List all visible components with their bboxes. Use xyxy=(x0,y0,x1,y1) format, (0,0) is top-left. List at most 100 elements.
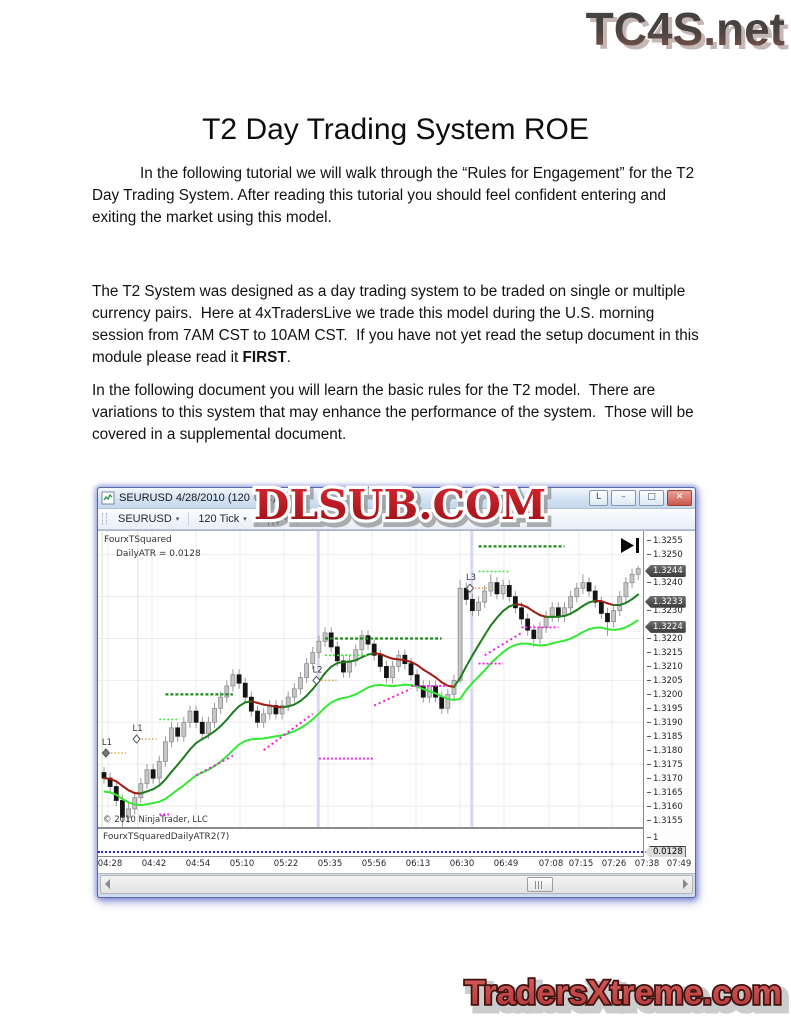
price-axis-tick: 1.3230 xyxy=(647,606,683,616)
chart-style-dropdown[interactable]: ▾ xyxy=(261,512,293,527)
candles xyxy=(101,565,641,827)
price-axis-tick: 1.3240 xyxy=(647,578,683,588)
interval-dropdown[interactable]: 120 Tick ▾ xyxy=(193,512,251,526)
panel-divider[interactable] xyxy=(98,827,643,829)
price-axis-tick: 1.3190 xyxy=(647,718,683,728)
svg-text:L3: L3 xyxy=(466,573,476,583)
price-axis[interactable]: 1 0.0128 1.3255 1.3250 1.3240 1.3230 1.3220 1… xyxy=(643,531,695,858)
drawing-tool-dropdown[interactable]: ✎ ▾ xyxy=(301,511,329,527)
time-axis-tick: 06:30 xyxy=(449,859,475,869)
window-titlebar[interactable]: SEURUSD 4/28/2010 (120 Tick) L – □ ✕ xyxy=(98,488,695,509)
target-levels xyxy=(159,545,565,816)
time-axis-tick: 07:26 xyxy=(601,859,627,869)
interval-label: 120 Tick xyxy=(198,513,240,525)
chevron-down-icon: ▾ xyxy=(320,516,324,523)
time-axis-tick: 04:42 xyxy=(141,859,167,869)
close-button[interactable]: ✕ xyxy=(667,490,692,506)
price-axis-tick: 1.3185 xyxy=(647,732,683,742)
copyright-label: © 2010 NinjaTrader, LLC xyxy=(103,815,208,825)
price-axis-tick: 1.3165 xyxy=(647,788,683,798)
ma-fast-line xyxy=(103,619,639,807)
atr-indicator-line xyxy=(98,851,643,853)
tradersxtreme-glow: TradersXtreme.com xyxy=(469,979,787,1017)
ma-slow-line xyxy=(103,593,640,795)
price-chart-canvas[interactable]: L1 L1 L2 L3 xyxy=(98,531,643,827)
chart-region: L1 L1 L2 L3 FourxTSquared DailyATR = 0.0128… xyxy=(98,530,695,858)
ninjatrader-window: SEURUSD 4/28/2010 (120 Tick) L – □ ✕ SEU… xyxy=(97,487,696,898)
thumb-grip-icon xyxy=(535,880,545,889)
price-axis-tick: 1.3215 xyxy=(647,648,683,658)
chart-window-icon xyxy=(101,491,115,505)
time-axis-tick: 07:49 xyxy=(666,859,692,869)
horizontal-scrollbar[interactable] xyxy=(100,875,693,894)
svg-text:L1: L1 xyxy=(102,738,112,748)
atr-axis-tick: 1 xyxy=(647,833,658,843)
tc4s-logo-shadow: TC4S.net xyxy=(590,7,789,58)
price-axis-tick: 1.3255 xyxy=(647,536,683,546)
tc4s-logo-text: TC4S.net xyxy=(586,3,785,55)
paragraph-rules: In the following document you will learn… xyxy=(92,382,698,443)
toolbar-grip[interactable] xyxy=(102,513,107,525)
plot-column: L1 L1 L2 L3 FourxTSquared DailyATR = 0.0128… xyxy=(98,531,643,857)
price-tag: 1.3244 xyxy=(645,564,686,577)
paragraph-system-text: The T2 System was designed as a day trad… xyxy=(92,283,704,366)
price-tag: 1.3233 xyxy=(645,595,686,608)
price-axis-tick: 1.3180 xyxy=(647,746,683,756)
time-axis-tick: 04:28 xyxy=(97,859,123,869)
time-axis-tick: 07:38 xyxy=(634,859,660,869)
time-axis-tick: 05:10 xyxy=(229,859,255,869)
toolbar-separator xyxy=(255,512,257,526)
tc4s-logo: TC4S.net TC4S.net xyxy=(586,3,789,58)
price-axis-tick: 1.3170 xyxy=(647,774,683,784)
price-axis-tick: 1.3160 xyxy=(647,802,683,812)
price-axis-tick: 1.3220 xyxy=(647,634,683,644)
restore-button[interactable]: □ xyxy=(639,490,664,506)
link-button[interactable]: L xyxy=(589,490,608,506)
atr-panel: FourxTSquaredDailyATR2(7) xyxy=(98,829,643,857)
scroll-left-arrow-icon[interactable] xyxy=(105,879,110,889)
time-axis-tick: 07:15 xyxy=(568,859,594,869)
chevron-down-icon: ▾ xyxy=(175,516,180,523)
toolbar-separator xyxy=(188,512,190,526)
indicator-label-2: DailyATR = 0.0128 xyxy=(116,549,201,559)
toolbar-separator xyxy=(296,512,298,526)
price-axis-tick: 1.3210 xyxy=(647,662,683,672)
window-title: SEURUSD 4/28/2010 (120 Tick) xyxy=(119,492,277,504)
price-axis-tick: 1.3200 xyxy=(647,690,683,700)
price-axis-tick: 1.3155 xyxy=(647,816,683,826)
tradersxtreme-logo: TradersXtreme.com TradersXtreme.com xyxy=(463,972,790,1021)
svg-text:L2: L2 xyxy=(312,665,322,675)
pen-icon: ✎ xyxy=(306,512,317,526)
time-axis-tick: 05:35 xyxy=(317,859,343,869)
instrument-label: SEURUSD xyxy=(118,513,172,525)
svg-text:L1: L1 xyxy=(133,724,143,734)
time-axis-tick: 06:13 xyxy=(405,859,431,869)
price-axis-tick: 1.3195 xyxy=(647,704,683,714)
price-panel[interactable]: L1 L1 L2 L3 FourxTSquared DailyATR = 0.0128… xyxy=(98,531,643,827)
paragraph-system-bold: FIRST xyxy=(242,349,287,366)
instrument-dropdown[interactable]: SEURUSD ▾ xyxy=(113,512,184,526)
price-tag: 1.3224 xyxy=(645,620,686,633)
time-axis-tick: 07:08 xyxy=(538,859,564,869)
page-title: T2 Day Trading System ROE xyxy=(202,113,589,146)
go-to-last-bar-icon xyxy=(621,538,639,553)
time-axis-tick: 06:49 xyxy=(493,859,519,869)
paragraph-system: The T2 System was designed as a day trad… xyxy=(92,281,706,369)
trail-dots xyxy=(195,632,523,777)
chevron-down-icon: ▾ xyxy=(283,516,288,523)
time-axis[interactable]: 04:28 04:42 04:54 05:10 05:22 05:35 05:56 06:13… xyxy=(98,857,695,874)
scrollbar-thumb[interactable] xyxy=(526,877,553,892)
price-axis-tick: 1.3250 xyxy=(647,550,683,560)
price-axis-tick: 1.3205 xyxy=(647,676,683,686)
entry-markers: L1 L1 L2 L3 xyxy=(101,573,490,758)
indicator-label-1: FourxTSquared xyxy=(104,535,172,545)
paragraph-intro: In the following tutorial we will walk t… xyxy=(92,165,699,226)
atr-indicator-label: FourxTSquaredDailyATR2(7) xyxy=(103,832,230,842)
tradersxtreme-text: TradersXtreme.com xyxy=(465,974,783,1012)
scroll-right-arrow-icon[interactable] xyxy=(683,879,688,889)
minimize-button[interactable]: – xyxy=(611,490,636,506)
time-axis-tick: 05:22 xyxy=(273,859,299,869)
chart-toolbar: SEURUSD ▾ 120 Tick ▾ ▾ ✎ ▾ xyxy=(98,509,695,530)
gridlines xyxy=(98,531,643,827)
